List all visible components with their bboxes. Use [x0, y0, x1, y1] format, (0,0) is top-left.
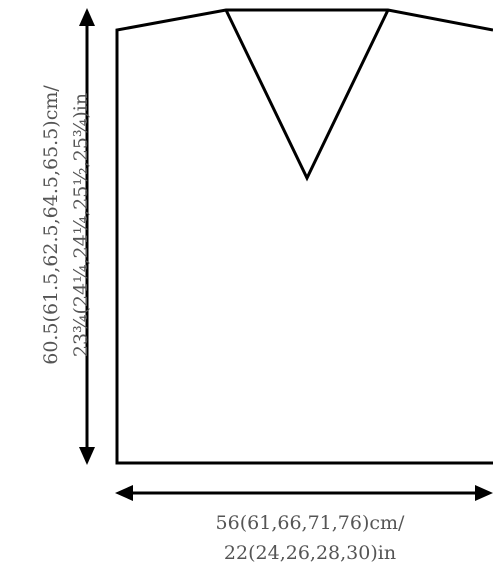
height-cm-text: 60.5(61.5,62.5,64.5,65.5)cm/	[40, 85, 62, 365]
width-measurement-label: 56(61,66,71,76)cm/ 22(24,26,28,30)in	[150, 508, 470, 568]
v-neckline	[224, 9, 390, 182]
width-in-text: 22(24,26,28,30)in	[223, 542, 397, 564]
height-arrow-top-head	[79, 8, 95, 26]
height-in-text: 23¾(24¼,24¼,25½,25¾)in	[70, 92, 92, 358]
width-dimension-arrow	[115, 485, 493, 501]
width-arrow-left-head	[115, 485, 133, 501]
width-arrow-right-head	[475, 485, 493, 501]
garment-outline	[115, 8, 493, 465]
front-body-outline	[115, 8, 493, 465]
height-arrow-bottom-head	[79, 447, 95, 465]
height-dimension-arrow	[79, 8, 95, 465]
height-measurement-label: 60.5(61.5,62.5,64.5,65.5)cm/ 23¾(24¼,24¼…	[36, 55, 96, 395]
width-cm-text: 56(61,66,71,76)cm/	[215, 512, 405, 534]
